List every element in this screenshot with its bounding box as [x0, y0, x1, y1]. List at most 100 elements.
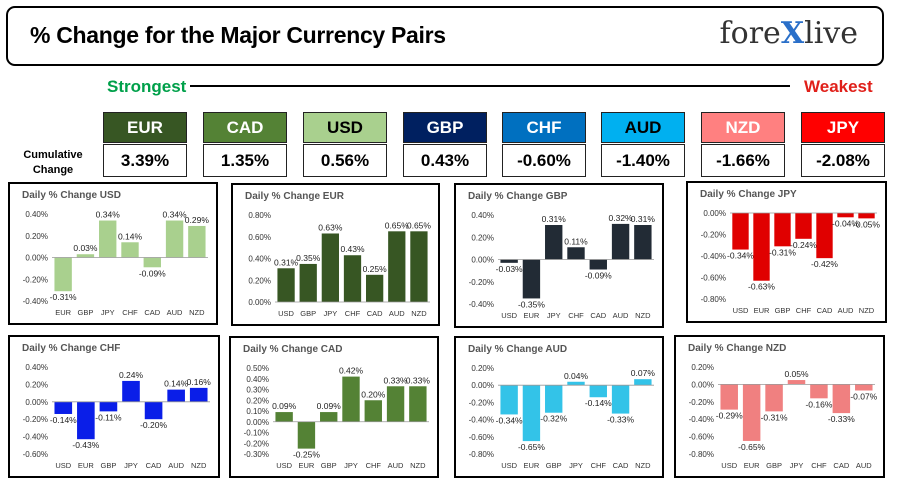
data-label: -0.31% [50, 292, 77, 302]
chart-title: Daily % Change JPY [700, 189, 797, 200]
bar [611, 385, 630, 414]
x-tick-label: EUR [754, 306, 770, 315]
x-tick-label: CHF [122, 308, 138, 317]
x-tick-label: AUD [838, 306, 854, 315]
data-label: 0.43% [340, 244, 365, 254]
bar [143, 257, 161, 268]
data-label: 0.09% [317, 401, 342, 411]
data-label: 0.31% [631, 214, 656, 224]
data-label: -0.04% [832, 218, 859, 228]
y-tick-label: -0.30% [244, 450, 269, 459]
y-tick-label: 0.20% [25, 232, 48, 241]
x-tick-label: AUD [167, 308, 183, 317]
data-label: -0.20% [140, 420, 167, 430]
bar [388, 231, 406, 302]
currency-chf-cumulative: -0.60% [502, 144, 586, 177]
data-label: -0.31% [761, 412, 788, 422]
data-label: -0.24% [790, 240, 817, 250]
y-tick-label: -0.60% [701, 274, 726, 283]
data-label: 0.32% [609, 213, 634, 223]
x-tick-label: JPY [323, 309, 337, 318]
chart-title: Daily % Change CHF [22, 343, 121, 354]
chart-panel-gbp: Daily % Change GBP 0.40% 0.20% 0.00% -0.20% -… [454, 183, 664, 328]
data-label: -0.65% [518, 442, 545, 452]
x-tick-label: GBP [101, 461, 117, 470]
data-label: -0.33% [607, 415, 634, 425]
bar [299, 263, 317, 302]
chart-panel-eur: Daily % Change EUR 0.80% 0.60% 0.40% 0.20% 0.… [231, 183, 440, 326]
x-tick-label: GBP [766, 461, 782, 470]
bar [167, 389, 185, 402]
page-title: % Change for the Major Currency Pairs [30, 22, 446, 48]
forexlive-logo: foreXlive [719, 16, 858, 51]
bar [99, 401, 118, 412]
data-label: 0.24% [119, 370, 144, 380]
bar [522, 259, 541, 299]
y-tick-label: 0.00% [25, 398, 48, 407]
y-tick-label: -0.20% [23, 275, 48, 284]
strongest-label: Strongest [107, 77, 187, 96]
y-tick-label: 0.00% [471, 256, 494, 265]
x-tick-label: CAD [817, 306, 833, 315]
data-label: 0.29% [185, 215, 210, 225]
data-label: 0.63% [318, 222, 343, 232]
data-label: 0.11% [564, 236, 588, 246]
y-tick-label: 0.50% [246, 364, 269, 373]
y-tick-label: -0.40% [701, 252, 726, 261]
x-tick-label: USD [721, 461, 737, 470]
y-tick-label: 0.20% [25, 380, 48, 389]
bar [410, 231, 428, 302]
x-tick-label: AUD [613, 311, 629, 320]
bar [342, 376, 360, 422]
currency-usd-cumulative: 0.56% [303, 144, 387, 177]
currency-eur-header: EUR [103, 112, 187, 143]
y-tick-label: -0.60% [23, 450, 48, 459]
currency-jpy-cumulative: -2.08% [801, 144, 885, 177]
data-label: 0.25% [363, 264, 388, 274]
data-label: -0.25% [293, 450, 320, 460]
x-tick-label: NZD [410, 461, 426, 470]
bar [545, 225, 563, 260]
chart-panel-nzd: Daily % Change NZD 0.20% 0.00% -0.20% -0.40%… [674, 335, 885, 478]
data-label: 0.34% [96, 210, 121, 220]
data-label: -0.16% [805, 399, 832, 409]
x-tick-label: EUR [744, 461, 760, 470]
data-label: 0.16% [187, 377, 212, 387]
x-tick-label: GBP [300, 309, 316, 318]
x-tick-label: EUR [78, 461, 94, 470]
chart-title: Daily % Change CAD [243, 344, 343, 355]
bar [589, 259, 607, 270]
y-tick-label: 0.40% [25, 363, 48, 372]
x-tick-label: AUD [168, 461, 184, 470]
data-label: -0.14% [50, 415, 77, 425]
x-tick-label: USD [278, 309, 294, 318]
data-label: -0.09% [139, 268, 166, 278]
bar [545, 385, 563, 413]
bar [144, 401, 163, 420]
bar-chart: 0.40% 0.20% 0.00% -0.20% -0.40% -0.60% -0.14% U… [23, 363, 212, 470]
bar [787, 380, 806, 385]
y-tick-label: -0.10% [244, 429, 269, 438]
bar [522, 385, 541, 442]
bar [720, 384, 738, 410]
data-label: 0.14% [118, 231, 143, 241]
bar [832, 384, 851, 414]
x-tick-label: USD [276, 461, 292, 470]
chart-panel-aud: Daily % Change AUD 0.20% 0.00% -0.20% -0.40%… [454, 336, 664, 478]
currency-aud-cumulative: -1.40% [601, 144, 685, 177]
chart-panel-chf: Daily % Change CHF 0.40% 0.20% 0.00% -0.20% -… [8, 335, 220, 478]
x-tick-label: CAD [144, 308, 160, 317]
x-tick-label: CHF [796, 306, 812, 315]
cumulative-change-label: Cumulative Change [23, 149, 83, 176]
x-tick-label: CHF [568, 311, 584, 320]
bar [858, 213, 875, 219]
data-label: 0.34% [163, 210, 188, 220]
y-tick-label: 0.40% [25, 210, 48, 219]
bar-chart: 0.80% 0.60% 0.40% 0.20% 0.00% 0.31% USD 0.35% GB… [248, 211, 431, 318]
bar [765, 384, 783, 412]
chart-panel-jpy: Daily % Change JPY 0.00% -0.20% -0.40% -0.60… [686, 181, 887, 323]
x-tick-label: NZD [189, 308, 205, 317]
x-tick-label: JPY [547, 311, 561, 320]
y-tick-label: 0.40% [248, 255, 271, 264]
bar-chart: 0.20% 0.00% -0.20% -0.40% -0.60% -0.80% -0.29%… [689, 363, 878, 470]
